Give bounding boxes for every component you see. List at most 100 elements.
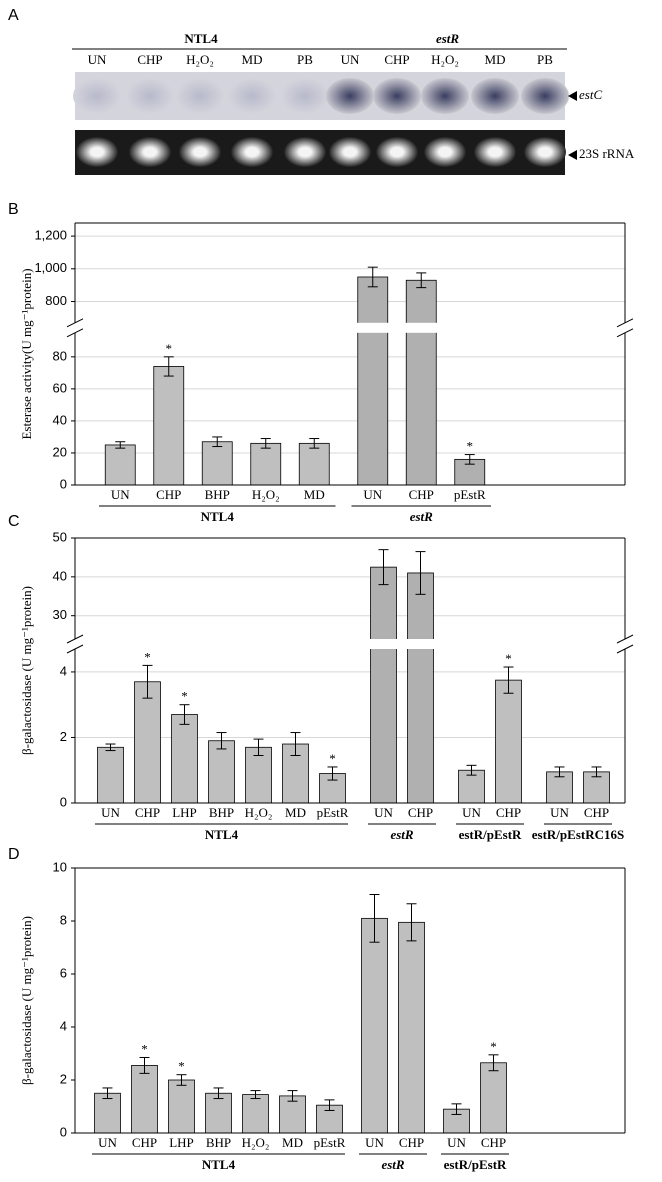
band: [326, 78, 374, 114]
band: [284, 137, 326, 167]
error-bar: [451, 1103, 462, 1115]
x-tick-label: CHP: [408, 805, 433, 820]
bar: [171, 714, 198, 804]
x-tick-label: UN: [111, 487, 130, 502]
bar: [131, 1065, 158, 1134]
band: [424, 137, 466, 167]
error-bar: [115, 441, 126, 449]
significance-label: *: [141, 1041, 148, 1056]
y-tick-label: 4: [60, 1018, 67, 1033]
x-tick-label: UN: [550, 805, 569, 820]
x-tick-label: UN: [365, 1135, 384, 1150]
break-mark: [66, 634, 84, 644]
lane-label: H₂O₂: [431, 52, 459, 67]
band: [471, 78, 519, 114]
significance-label: *: [329, 751, 336, 766]
error-bar: [464, 454, 475, 465]
error-bar: [591, 766, 602, 778]
y-tick-label: 4: [60, 663, 67, 678]
error-bar: [309, 438, 320, 449]
lane-label: UN: [88, 52, 107, 67]
lane-label: PB: [297, 52, 313, 67]
significance-label: *: [467, 439, 474, 454]
lane-label: UN: [341, 52, 360, 67]
x-tick-label: H₂O₂: [245, 805, 273, 820]
band: [373, 78, 421, 114]
group-label: estR: [436, 31, 459, 46]
x-tick-label: pEstR: [454, 487, 486, 502]
band: [228, 78, 276, 114]
y-tick-label: 2: [60, 729, 67, 744]
error-bar: [105, 743, 116, 752]
bar: [298, 442, 330, 486]
error-bar: [260, 438, 271, 449]
group-label: estR/pEstRC16S: [532, 827, 624, 842]
arrow: [568, 150, 577, 160]
group-label: NTL4: [205, 827, 239, 842]
y-tick-label: 0: [60, 476, 67, 491]
axis-break-gap: [69, 639, 631, 649]
significance-label: *: [166, 341, 173, 356]
x-tick-label: CHP: [399, 1135, 424, 1150]
x-tick-label: LHP: [172, 805, 197, 820]
bar: [104, 444, 136, 486]
x-tick-label: pEstR: [314, 1135, 346, 1150]
band: [126, 78, 174, 114]
x-tick-label: LHP: [169, 1135, 194, 1150]
bar: [242, 1094, 269, 1134]
significance-label: *: [490, 1039, 497, 1054]
error-bar: [142, 664, 153, 699]
bar: [201, 441, 233, 486]
y-tick-label: 50: [53, 529, 67, 544]
x-tick-label: CHP: [409, 487, 434, 502]
group-label: estR: [390, 827, 413, 842]
band: [281, 78, 329, 114]
panel-label: B: [8, 201, 19, 218]
error-bar: [102, 1087, 113, 1100]
break-mark: [66, 644, 84, 654]
lane-label: CHP: [137, 52, 162, 67]
break-mark: [616, 318, 634, 328]
lane-label: CHP: [384, 52, 409, 67]
error-bar: [503, 666, 514, 694]
break-mark: [66, 318, 84, 328]
x-tick-label: CHP: [584, 805, 609, 820]
y-tick-label: 2: [60, 1071, 67, 1086]
error-bar: [213, 1087, 224, 1100]
bar: [205, 1092, 232, 1134]
band: [73, 78, 121, 114]
band: [76, 137, 118, 167]
y-tick-label: 0: [60, 794, 67, 809]
lane-label: MD: [242, 52, 263, 67]
band: [376, 137, 418, 167]
bar: [250, 442, 282, 486]
error-bar: [406, 903, 417, 942]
break-mark: [616, 644, 634, 654]
error-bar: [253, 738, 264, 756]
error-bar: [250, 1090, 261, 1100]
error-bar: [369, 894, 380, 943]
group-label: estR/pEstR: [444, 1157, 507, 1172]
x-tick-label: BHP: [206, 1135, 231, 1150]
bar: [405, 279, 437, 486]
y-tick-label: 20: [53, 444, 67, 459]
significance-label: *: [144, 649, 151, 664]
x-tick-label: UN: [462, 805, 481, 820]
bar: [357, 276, 389, 486]
x-tick-label: BHP: [205, 487, 230, 502]
panel-label: D: [8, 846, 20, 863]
break-mark: [66, 328, 84, 338]
y-axis-label: Esterase activity(U mg⁻¹protein): [19, 268, 34, 439]
y-tick-label: 6: [60, 965, 67, 980]
panel-label: A: [8, 7, 19, 24]
x-tick-label: pEstR: [317, 805, 349, 820]
break-mark: [616, 328, 634, 338]
y-tick-label: 1,200: [34, 228, 67, 243]
y-tick-label: 30: [53, 607, 67, 622]
axis-break-gap: [69, 322, 631, 333]
error-bar: [163, 356, 174, 377]
y-tick-label: 40: [53, 412, 67, 427]
error-bar: [324, 1099, 335, 1111]
group-label: estR/pEstR: [459, 827, 522, 842]
